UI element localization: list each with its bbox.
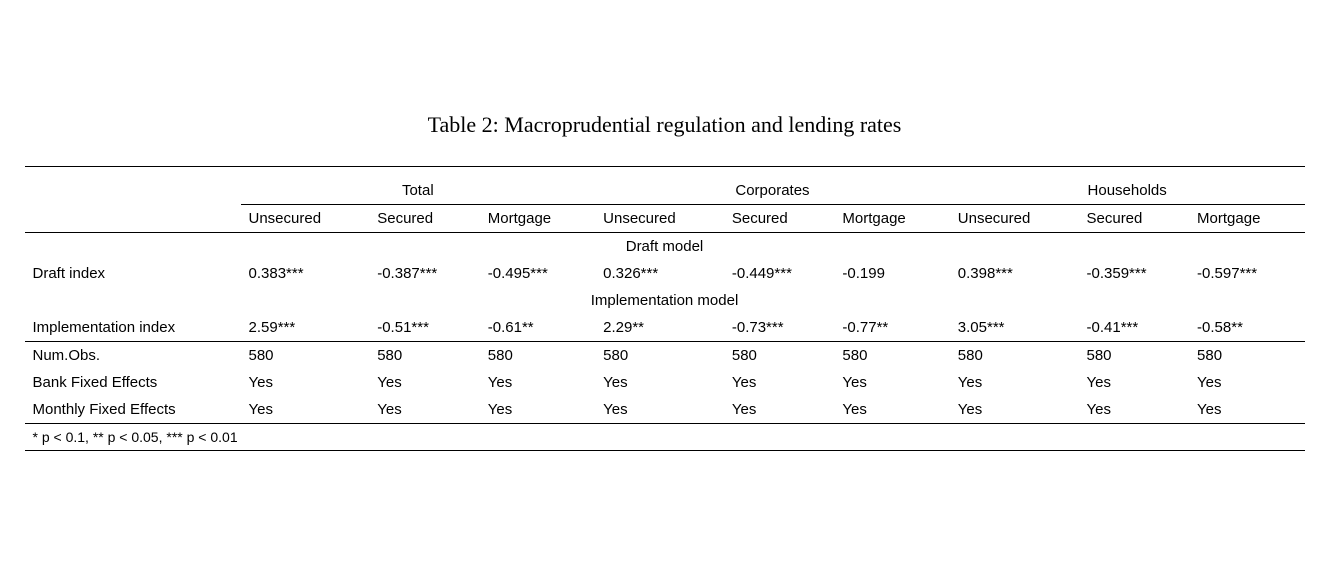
subcol-header: Unsecured (595, 204, 724, 232)
cell: -0.449*** (724, 260, 835, 287)
cell: -0.61** (480, 314, 595, 342)
cell: Yes (1079, 396, 1190, 424)
regression-table: Total Corporates Households Unsecured Se… (25, 166, 1305, 451)
table-row: Bank Fixed Effects Yes Yes Yes Yes Yes Y… (25, 369, 1305, 396)
cell: Yes (1189, 396, 1304, 424)
cell: 580 (1189, 341, 1304, 369)
cell: Yes (950, 396, 1079, 424)
cell: -0.387*** (369, 260, 480, 287)
cell: -0.73*** (724, 314, 835, 342)
section-label: Implementation model (25, 287, 1305, 314)
row-label: Monthly Fixed Effects (25, 396, 241, 424)
cell: 580 (724, 341, 835, 369)
cell: 580 (595, 341, 724, 369)
cell: -0.51*** (369, 314, 480, 342)
sub-col-row: Unsecured Secured Mortgage Unsecured Sec… (25, 204, 1305, 232)
table-row: Monthly Fixed Effects Yes Yes Yes Yes Ye… (25, 396, 1305, 424)
cell: -0.597*** (1189, 260, 1304, 287)
row-label: Draft index (25, 260, 241, 287)
cell: -0.359*** (1079, 260, 1190, 287)
cell: 2.59*** (241, 314, 370, 342)
table-row: Implementation index 2.59*** -0.51*** -0… (25, 314, 1305, 342)
cell: Yes (834, 369, 949, 396)
footnote-text: * p < 0.1, ** p < 0.05, *** p < 0.01 (25, 423, 1305, 450)
row-label: Num.Obs. (25, 341, 241, 369)
cell: 0.326*** (595, 260, 724, 287)
cell: Yes (595, 369, 724, 396)
cell: -0.41*** (1079, 314, 1190, 342)
subcol-header: Unsecured (241, 204, 370, 232)
col-group-row: Total Corporates Households (25, 177, 1305, 205)
subcol-header: Mortgage (1189, 204, 1304, 232)
cell: Yes (834, 396, 949, 424)
table-caption: Table 2: Macroprudential regulation and … (25, 112, 1305, 138)
section-header: Draft model (25, 232, 1305, 260)
cell: 0.398*** (950, 260, 1079, 287)
subcol-header: Mortgage (480, 204, 595, 232)
cell: Yes (480, 369, 595, 396)
cell: 580 (834, 341, 949, 369)
cell: Yes (1189, 369, 1304, 396)
section-label: Draft model (25, 232, 1305, 260)
table-footnote: * p < 0.1, ** p < 0.05, *** p < 0.01 (25, 423, 1305, 450)
table-row: Num.Obs. 580 580 580 580 580 580 580 580… (25, 341, 1305, 369)
cell: Yes (369, 396, 480, 424)
row-label: Implementation index (25, 314, 241, 342)
cell: 3.05*** (950, 314, 1079, 342)
subcol-header: Secured (1079, 204, 1190, 232)
cell: -0.77** (834, 314, 949, 342)
subcol-header: Unsecured (950, 204, 1079, 232)
cell: -0.58** (1189, 314, 1304, 342)
cell: Yes (241, 369, 370, 396)
cell: 2.29** (595, 314, 724, 342)
cell: Yes (595, 396, 724, 424)
cell: 580 (1079, 341, 1190, 369)
subcol-header: Mortgage (834, 204, 949, 232)
table-row: Draft index 0.383*** -0.387*** -0.495***… (25, 260, 1305, 287)
section-header: Implementation model (25, 287, 1305, 314)
cell: Yes (950, 369, 1079, 396)
cell: Yes (369, 369, 480, 396)
cell: Yes (724, 369, 835, 396)
cell: -0.199 (834, 260, 949, 287)
cell: 0.383*** (241, 260, 370, 287)
cell: Yes (724, 396, 835, 424)
cell: -0.495*** (480, 260, 595, 287)
col-group: Households (950, 177, 1305, 205)
table-container: Table 2: Macroprudential regulation and … (1, 112, 1329, 451)
subcol-header: Secured (369, 204, 480, 232)
cell: 580 (480, 341, 595, 369)
col-group: Total (241, 177, 596, 205)
row-label: Bank Fixed Effects (25, 369, 241, 396)
cell: 580 (950, 341, 1079, 369)
cell: Yes (241, 396, 370, 424)
cell: 580 (241, 341, 370, 369)
cell: Yes (1079, 369, 1190, 396)
col-group: Corporates (595, 177, 950, 205)
cell: 580 (369, 341, 480, 369)
subcol-header: Secured (724, 204, 835, 232)
cell: Yes (480, 396, 595, 424)
